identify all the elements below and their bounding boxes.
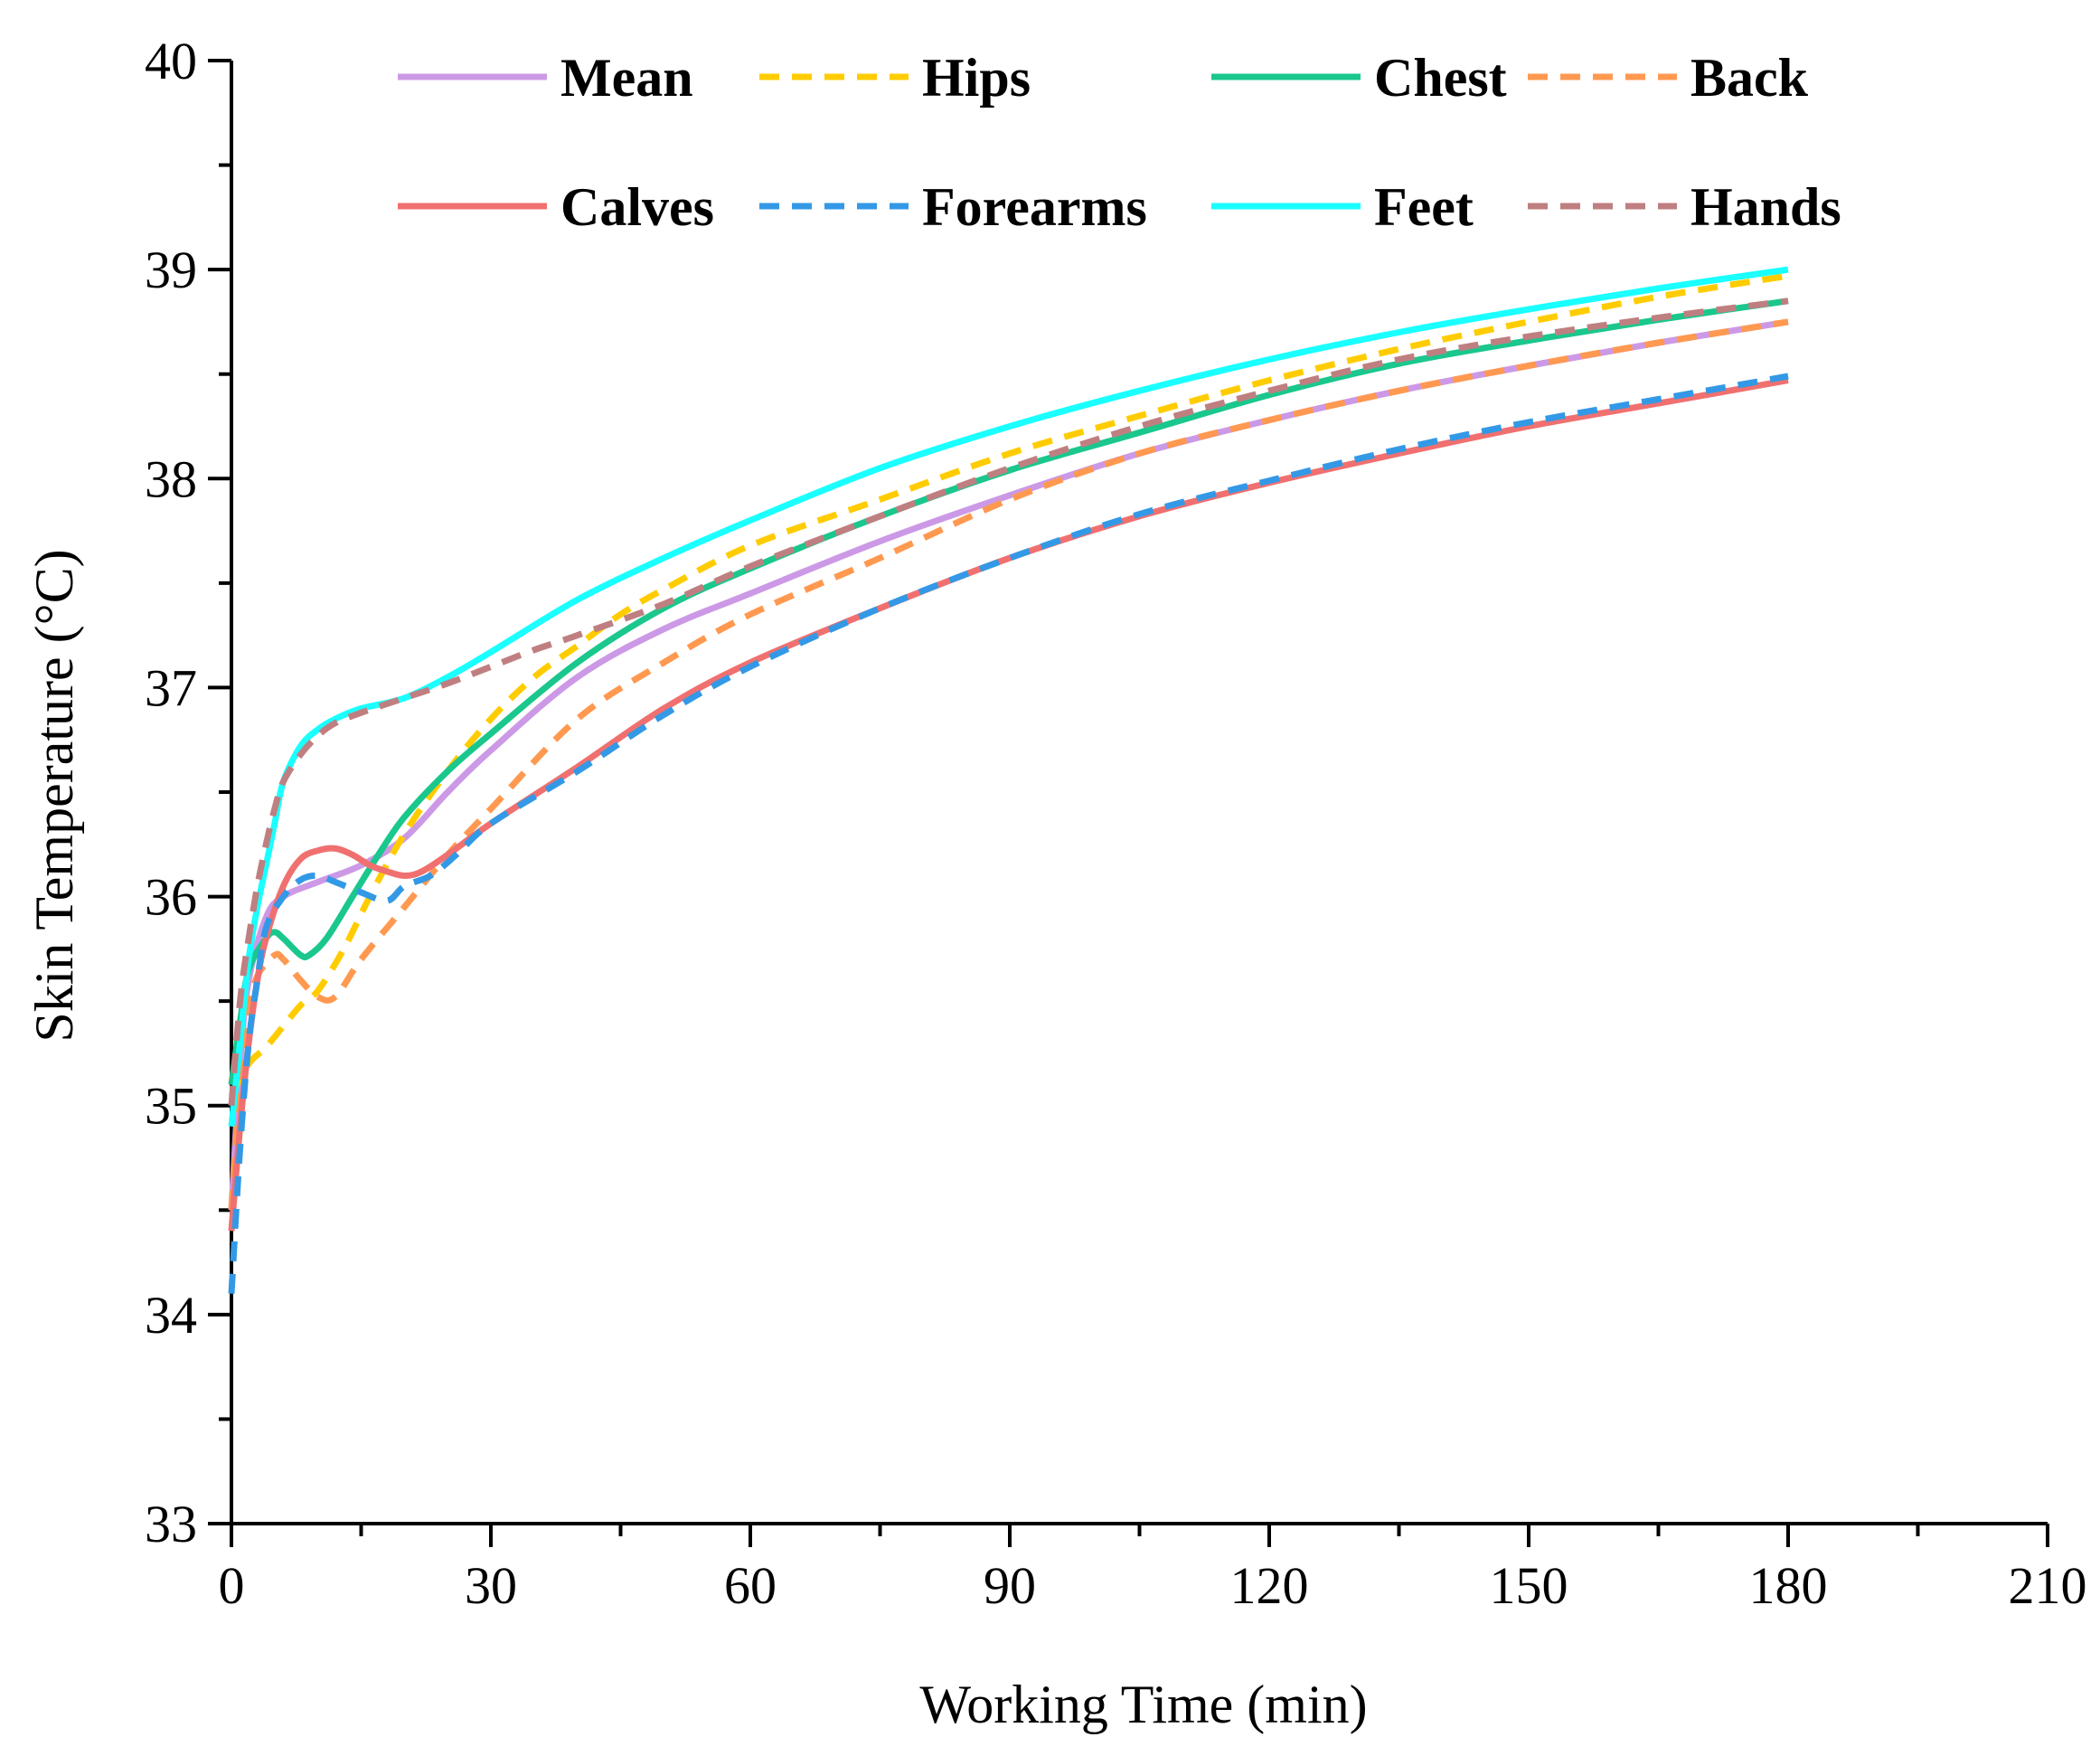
y-tick-label: 38: [145, 449, 197, 508]
legend-item-forearms: Forearms: [759, 177, 1147, 237]
legend-label-feet: Feet: [1374, 177, 1474, 237]
series-line-feet: [228, 266, 1789, 1128]
legend-label-hips: Hips: [922, 48, 1031, 108]
legend-label-mean: Mean: [560, 48, 693, 108]
x-tick-label: 0: [219, 1556, 245, 1615]
legend-label-forearms: Forearms: [922, 177, 1147, 237]
y-tick-label: 37: [145, 658, 197, 717]
legend-label-hands: Hands: [1690, 177, 1841, 237]
legend-item-hips: Hips: [759, 48, 1031, 108]
y-tick-label: 39: [145, 241, 197, 299]
series-line-back: [228, 318, 1789, 1211]
legend-label-chest: Chest: [1374, 48, 1507, 108]
series-line-hips: [228, 272, 1789, 1097]
x-tick-label: 30: [465, 1556, 517, 1615]
y-tick-label: 40: [145, 32, 197, 90]
x-tick-label: 60: [724, 1556, 777, 1615]
y-tick-label: 36: [145, 868, 197, 927]
legend-item-calves: Calves: [398, 177, 714, 237]
legend-item-back: Back: [1528, 48, 1809, 108]
legend-item-chest: Chest: [1211, 48, 1507, 108]
series-line-calves: [228, 377, 1789, 1232]
legend-item-mean: Mean: [398, 48, 693, 108]
x-axis-title: Working Time (min): [919, 1675, 1367, 1734]
legend-item-feet: Feet: [1211, 177, 1474, 237]
series-line-chest: [228, 297, 1789, 1086]
x-tick-label: 120: [1230, 1556, 1309, 1615]
y-tick-label: 33: [145, 1495, 197, 1553]
legend-label-calves: Calves: [560, 177, 714, 237]
axes: 0 30 60 90 120 150 180 210 33 34 35 36 37 38 39 40: [145, 32, 2087, 1615]
x-tick-label: 210: [2009, 1556, 2087, 1615]
x-tick-label: 150: [1490, 1556, 1568, 1615]
legend: Mean Hips Chest Back Calves Forearms Feet Hands: [398, 48, 1841, 237]
series-line-forearms: [228, 373, 1789, 1294]
y-tick-label: 35: [145, 1077, 197, 1136]
y-tick-label: 34: [145, 1286, 197, 1345]
legend-item-hands: Hands: [1528, 177, 1841, 237]
x-tick-label: 180: [1749, 1556, 1828, 1615]
x-tick-label: 90: [984, 1556, 1036, 1615]
series-layer: [228, 266, 1789, 1294]
legend-label-back: Back: [1690, 48, 1809, 108]
y-axis-title: Skin Temperature (°C): [24, 549, 84, 1042]
